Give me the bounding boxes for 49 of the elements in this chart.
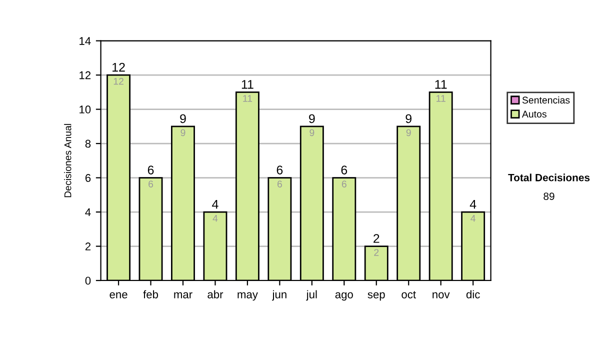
x-tick-label: oct	[402, 291, 416, 298]
data-label: 9	[310, 129, 314, 136]
data-label: 9	[406, 129, 411, 136]
data-label: 6	[277, 180, 282, 188]
x-tick-label: abr	[208, 290, 224, 298]
legend-label: Sentencias	[522, 96, 570, 104]
y-tick-label: 4	[85, 208, 91, 216]
data-label: 6	[148, 180, 154, 188]
y-axis-title: Decisiones Anual	[64, 124, 72, 198]
data-label: 6	[342, 180, 346, 188]
legend-label: Autos	[522, 110, 546, 118]
x-tick-label: jun	[272, 290, 286, 301]
data-label: 9	[180, 129, 186, 136]
y-tick-label: 14	[80, 37, 91, 45]
data-label: 4	[212, 214, 218, 222]
y-tick-label: 0	[85, 276, 91, 285]
text: Total Decisiones	[508, 174, 590, 182]
x-tick-label: ene	[110, 292, 128, 298]
x-tick-label: ago	[335, 292, 353, 301]
data-label: 11	[436, 95, 446, 102]
x-tick-label: sep	[368, 292, 385, 301]
total-label: 11	[242, 80, 254, 89]
total-label: 9	[309, 114, 315, 124]
y-tick-label: 6	[85, 174, 91, 182]
y-tick-label: 2	[85, 242, 91, 250]
x-tick-label: mar	[174, 292, 192, 298]
total-label: 6	[341, 166, 348, 174]
data-label: 11	[243, 95, 252, 102]
x-tick-label: nov	[432, 292, 450, 298]
x-tick-label: feb	[143, 290, 158, 298]
text: 89	[544, 192, 554, 200]
data-label: 2	[374, 249, 379, 256]
total-label: 4	[470, 200, 476, 209]
data-label: 4	[470, 214, 476, 222]
x-tick-label: jul	[306, 290, 317, 301]
data-label: 12	[114, 78, 124, 85]
x-tick-label: dic	[466, 290, 480, 298]
total-label: 11	[435, 80, 447, 89]
total-label: 6	[276, 166, 283, 174]
y-tick-label: 10	[80, 106, 91, 114]
total-label: 9	[406, 114, 412, 124]
total-label: 2	[374, 234, 380, 243]
total-label: 12	[112, 62, 125, 72]
total-label: 9	[180, 114, 186, 124]
x-tick-label: may	[238, 292, 258, 301]
y-tick-label: 12	[80, 71, 91, 80]
total-label: 6	[148, 166, 154, 174]
total-label: 4	[212, 200, 218, 209]
y-tick-label: 8	[85, 140, 91, 148]
